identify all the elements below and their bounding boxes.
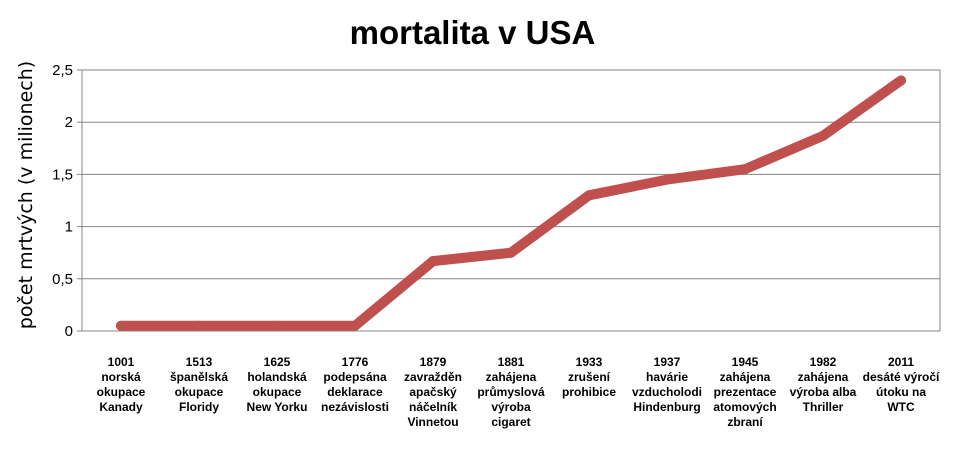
chart-title: mortalita v USA <box>349 14 596 51</box>
x-tick-label: 1881 zahájena průmyslová výroba cigaret <box>477 355 545 429</box>
x-tick-label: 1933 zrušení prohibice <box>562 355 616 399</box>
x-tick-label: 1982 zahájena výroba alba Thriller <box>790 355 857 414</box>
data-point <box>818 130 828 141</box>
data-point <box>662 174 672 185</box>
gridlines <box>82 69 940 280</box>
x-tick-label: 1945 zahájena prezentace atomových zbraní <box>713 355 776 429</box>
y-tick-label: 2 <box>65 114 73 131</box>
data-point <box>428 256 438 267</box>
data-point <box>194 320 204 331</box>
data-point <box>350 320 360 331</box>
plot-area-border <box>81 69 941 332</box>
x-tick-label: 2011 desáté výročí útoku na WTC <box>863 355 940 414</box>
data-point <box>740 164 750 175</box>
x-tick-label: 1001 norská okupace Kanady <box>97 355 146 414</box>
data-point <box>116 320 126 331</box>
x-tick-labels: 1001 norská okupace Kanady 1513 španělská okup… <box>97 355 940 429</box>
y-tick-label: 1,5 <box>52 166 73 183</box>
y-tick-label: 1 <box>65 219 73 236</box>
x-tick-label: 1776 podepsána deklarace nezávislosti <box>321 355 389 414</box>
y-tick-label: 2,5 <box>52 62 73 79</box>
axes <box>77 69 941 332</box>
x-tick-label: 1937 havárie vzducholodi Hindenburg <box>632 355 702 414</box>
x-tick-label: 1625 holandská okupace New Yorku <box>247 355 308 414</box>
y-tick-label: 0 <box>65 323 73 340</box>
series-layer <box>116 75 906 331</box>
data-point <box>272 320 282 331</box>
x-tick-label: 1879 zavražděn apačský náčelník Vinnetou <box>404 355 462 429</box>
data-point <box>896 75 906 86</box>
series-line <box>116 75 906 331</box>
data-point <box>506 247 516 258</box>
y-tick-labels: 0 0,5 1 1,5 2 2,5 <box>52 62 73 340</box>
x-tick-label: 1513 španělská okupace Floridy <box>170 355 228 414</box>
y-tick-label: 0,5 <box>52 271 73 288</box>
data-point <box>584 190 594 201</box>
